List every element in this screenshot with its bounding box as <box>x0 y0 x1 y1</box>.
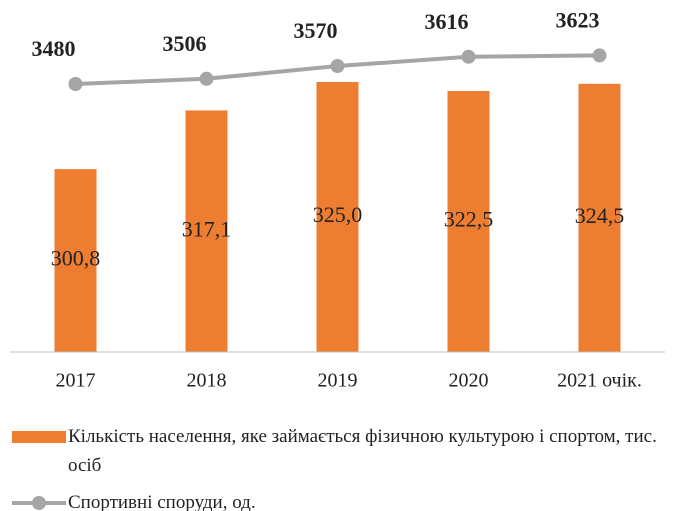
x-tick-label: 2018 <box>187 370 227 392</box>
data-label: 3506 <box>163 31 207 56</box>
data-label: 325,0 <box>313 202 363 227</box>
x-tick-label: 2019 <box>318 370 358 392</box>
legend-key <box>12 422 68 451</box>
data-label: 300,8 <box>51 246 101 271</box>
legend-item: Кількість населення, яке займається фізи… <box>12 422 668 480</box>
data-label: 3616 <box>425 9 469 34</box>
legend-label: Кількість населення, яке займається фізи… <box>68 426 657 476</box>
chart: 300,8 317,1 325,0 322,5 324,5 2017 2018 2019 202… <box>10 7 665 392</box>
data-label: 322,5 <box>444 207 494 232</box>
data-label: 3480 <box>32 36 76 61</box>
bar <box>447 91 490 352</box>
line-point <box>199 71 214 86</box>
bar <box>578 83 621 353</box>
line-point <box>461 49 476 64</box>
bar <box>316 82 359 352</box>
legend-key <box>12 488 68 511</box>
data-label: 3623 <box>556 7 600 32</box>
bar <box>185 110 228 352</box>
line-point <box>68 77 83 91</box>
x-tick-label: 2017 <box>56 370 96 392</box>
line-point <box>592 48 607 63</box>
data-label: 3570 <box>294 18 338 43</box>
line-point <box>330 59 345 73</box>
x-tick-label: 2020 <box>449 370 489 392</box>
legend-item: Спортивні споруди, од. <box>12 488 668 511</box>
bar <box>54 169 97 352</box>
data-label: 324,5 <box>575 203 625 228</box>
data-label: 317,1 <box>182 216 232 241</box>
legend-label: Спортивні споруди, од. <box>68 492 256 511</box>
x-tick-label: 2021 очік. <box>557 370 642 392</box>
